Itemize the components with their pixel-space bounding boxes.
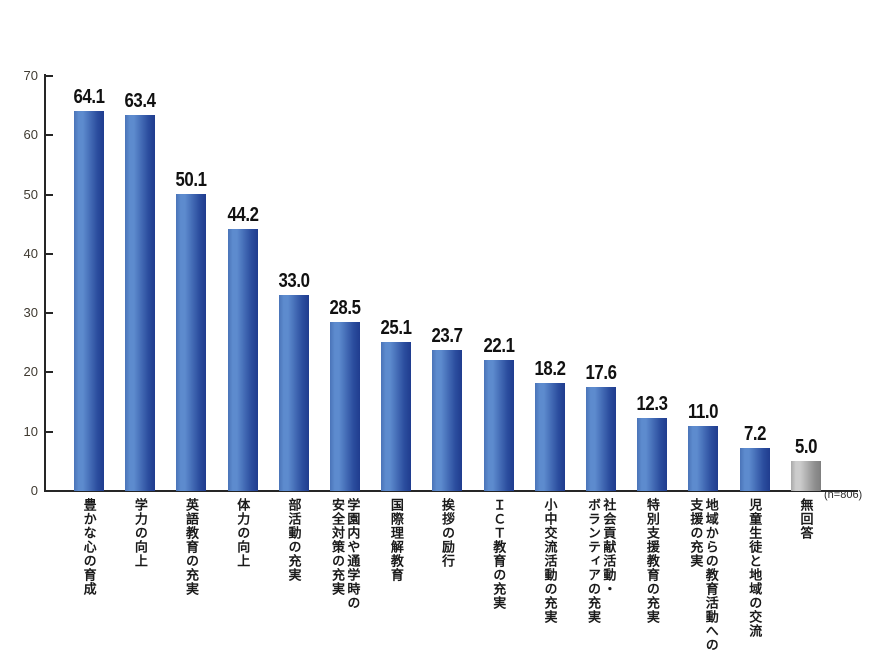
bar-category-label: 学力の向上 <box>132 498 148 568</box>
bar <box>381 342 412 491</box>
bar <box>688 426 719 491</box>
bar-category-label: 特別支援教育の充実 <box>644 498 660 624</box>
bar-category-label: 小中交流活動の充実 <box>542 498 558 624</box>
bar <box>637 418 668 491</box>
y-tick-label: 60 <box>23 127 38 143</box>
sample-size-note: (n=806) <box>824 489 863 501</box>
bar-category-label: 無回答 <box>798 498 814 540</box>
bar-value-label: 25.1 <box>380 317 412 339</box>
bar <box>534 383 565 491</box>
y-tick-label: 40 <box>23 245 38 261</box>
y-tick-label: 30 <box>23 305 38 321</box>
bar-value-label: 50.1 <box>175 169 207 191</box>
bar-value-label: 28.5 <box>329 297 361 319</box>
bar-value-label: 33.0 <box>278 270 310 292</box>
bar-value-label: 11.0 <box>688 401 719 423</box>
bar-value-label: 7.2 <box>743 423 767 445</box>
bar-category-label: 豊かな心の育成 <box>81 498 97 596</box>
bar <box>483 360 514 491</box>
bar-value-label: 18.2 <box>534 358 566 380</box>
bar-category-label: 児童生徒と地域の交流 <box>747 498 763 638</box>
bar <box>227 229 258 491</box>
y-tick <box>46 371 53 374</box>
bar-value-label: 22.1 <box>483 335 515 357</box>
bar <box>176 194 207 491</box>
bar-value-label: 44.2 <box>227 204 259 226</box>
y-tick-label: 10 <box>23 423 38 439</box>
bar-category-label: 学園内や通学時の 安全対策の充実 <box>330 498 361 610</box>
bar <box>432 350 463 491</box>
x-axis-line <box>44 490 858 492</box>
bar-category-label: 部活動の充実 <box>286 498 302 582</box>
y-tick <box>46 134 53 137</box>
bar <box>74 111 104 491</box>
y-tick-label: 0 <box>30 483 38 498</box>
bar-category-label: 英語教育の充実 <box>184 498 200 596</box>
bar-value-label: 12.3 <box>636 393 668 415</box>
bar-category-label: 社会貢献活動・ ボランティアの充実 <box>586 498 617 624</box>
y-tick <box>46 430 53 433</box>
y-tick <box>46 252 53 255</box>
bar <box>586 387 616 491</box>
bar-category-label: 地域からの教育活動への 支援の充実 <box>688 498 719 652</box>
bar-no-answer <box>790 461 821 491</box>
bar-value-label: 23.7 <box>431 325 463 347</box>
y-tick-label: 20 <box>23 364 38 380</box>
bar-category-label: 体力の向上 <box>235 498 251 568</box>
bar-value-label: 17.6 <box>585 362 617 384</box>
bar-value-label: 64.1 <box>73 86 105 108</box>
bar-category-label: 国際理解教育 <box>388 498 404 582</box>
y-tick-label: 70 <box>23 68 38 83</box>
bar-category-label: ＩＣＴ教育の充実 <box>491 498 507 610</box>
y-tick <box>46 193 53 196</box>
y-axis-line <box>44 74 46 492</box>
bar <box>278 295 309 491</box>
bar-value-label: 63.4 <box>124 90 156 112</box>
bar <box>330 322 360 491</box>
bar <box>125 115 156 491</box>
bar-value-label: 5.0 <box>794 436 818 458</box>
y-tick-label: 50 <box>23 186 38 202</box>
y-tick <box>46 312 53 315</box>
bar <box>739 448 770 491</box>
bar-category-label: 挨拶の励行 <box>440 498 456 568</box>
y-tick <box>46 75 53 77</box>
